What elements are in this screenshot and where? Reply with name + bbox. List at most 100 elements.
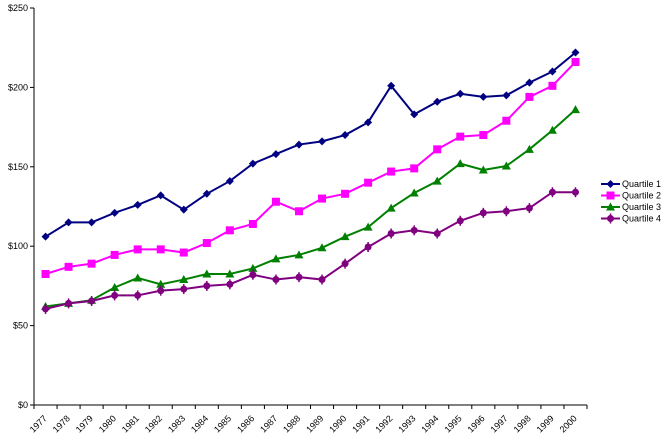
triangle-marker xyxy=(225,269,235,278)
x-tick-label: 1982 xyxy=(143,413,164,434)
x-tick-label: 1987 xyxy=(258,413,279,434)
triangle-marker xyxy=(386,203,396,212)
square-marker xyxy=(433,145,442,154)
triangle-marker xyxy=(547,125,557,134)
legend-label: Quartile 2 xyxy=(622,191,661,201)
diamond-marker xyxy=(341,131,350,140)
triangle-marker xyxy=(478,165,488,174)
triangle-marker xyxy=(202,269,212,278)
x-tick-label: 1988 xyxy=(281,413,302,434)
x-tick-label: 1991 xyxy=(350,413,371,434)
square-marker xyxy=(410,164,419,173)
x-tick-label: 1994 xyxy=(419,413,440,434)
x-tick-label: 1998 xyxy=(512,413,533,434)
triangle-marker xyxy=(179,275,189,284)
square-marker xyxy=(133,245,142,254)
y-tick-label: $150 xyxy=(8,162,28,172)
square-marker xyxy=(456,132,465,141)
diamond-marker xyxy=(110,208,119,217)
diamond-marker xyxy=(364,118,373,127)
legend-label: Quartile 4 xyxy=(622,214,661,224)
series-quartile-2 xyxy=(41,57,580,278)
diamond-marker xyxy=(479,92,488,101)
diamond-marker xyxy=(318,137,327,146)
diamond-marker xyxy=(525,78,534,87)
diamond-marker xyxy=(387,81,396,90)
diamond-marker xyxy=(64,218,73,227)
square-marker xyxy=(387,167,396,176)
x-tick-label: 1992 xyxy=(373,413,394,434)
diamond-marker xyxy=(433,97,442,106)
diamond-marker xyxy=(294,140,303,149)
square-marker xyxy=(364,178,373,187)
x-tick-label: 1997 xyxy=(489,413,510,434)
square-marker xyxy=(502,116,511,125)
y-tick-label: $0 xyxy=(18,400,28,410)
x-tick-label: 1993 xyxy=(396,413,417,434)
x-tick-label: 1978 xyxy=(51,413,72,434)
x-axis: 1977 1978 1979 1980 1981 1982 1983 1984 1985 1986… xyxy=(28,404,588,435)
square-marker xyxy=(202,239,211,248)
series-quartile-1 xyxy=(41,48,580,241)
square-marker xyxy=(606,191,615,200)
square-marker xyxy=(294,207,303,216)
diamond-marker xyxy=(548,67,557,76)
triangle-marker xyxy=(606,202,615,211)
series-line xyxy=(45,191,576,310)
y-tick-label: $250 xyxy=(8,3,28,13)
triangle-marker xyxy=(110,282,120,291)
square-marker xyxy=(271,197,280,206)
x-tick-label: 1999 xyxy=(535,413,556,434)
x-tick-label: 1980 xyxy=(97,413,118,434)
triangle-marker xyxy=(133,273,143,282)
diamond-marker xyxy=(410,110,419,119)
triangle-marker xyxy=(432,176,442,185)
square-marker xyxy=(225,226,234,235)
x-tick-label: 1996 xyxy=(465,413,486,434)
diamond-marker xyxy=(456,89,465,98)
square-marker xyxy=(571,57,580,66)
legend-item: Quartile 1 xyxy=(601,179,661,189)
x-tick-label: 1983 xyxy=(166,413,187,434)
diamond-marker xyxy=(271,150,280,159)
legend-item: Quartile 3 xyxy=(601,202,661,212)
series-line xyxy=(44,51,577,238)
y-tick-label: $50 xyxy=(13,321,28,331)
x-tick-label: 1977 xyxy=(28,413,49,434)
y-tick-label: $200 xyxy=(8,82,28,92)
series-line xyxy=(45,108,577,308)
triangle-marker xyxy=(409,188,419,197)
legend-label: Quartile 1 xyxy=(622,179,661,189)
diamond-marker xyxy=(87,218,96,227)
triangle-marker xyxy=(248,263,258,272)
square-marker xyxy=(525,92,534,101)
triangle-marker xyxy=(363,222,373,231)
square-marker xyxy=(341,189,350,198)
triangle-marker xyxy=(501,161,511,170)
series-layer xyxy=(41,48,580,314)
diamond-marker xyxy=(202,189,211,198)
triangle-marker xyxy=(156,279,166,288)
triangle-marker xyxy=(294,250,304,259)
square-marker xyxy=(64,262,73,271)
diamond-marker xyxy=(248,159,257,168)
square-marker xyxy=(87,259,96,268)
square-marker xyxy=(548,81,557,90)
y-tick-label: $100 xyxy=(8,241,28,251)
x-tick-label: 1986 xyxy=(235,413,256,434)
y-axis: $0 $50 $100 $150 $200 $250 xyxy=(8,3,35,410)
legend-item: Quartile 2 xyxy=(601,191,661,201)
x-tick-label: 1985 xyxy=(212,413,233,434)
triangle-marker xyxy=(455,159,465,168)
triangle-marker xyxy=(340,232,350,241)
x-tick-label: 2000 xyxy=(558,413,579,434)
diamond-marker xyxy=(606,180,615,188)
legend-label: Quartile 3 xyxy=(622,202,661,212)
diamond-marker xyxy=(571,48,580,57)
square-marker xyxy=(179,248,188,257)
square-marker xyxy=(156,245,165,254)
diamond-marker xyxy=(225,177,234,186)
triangle-marker xyxy=(524,144,534,153)
